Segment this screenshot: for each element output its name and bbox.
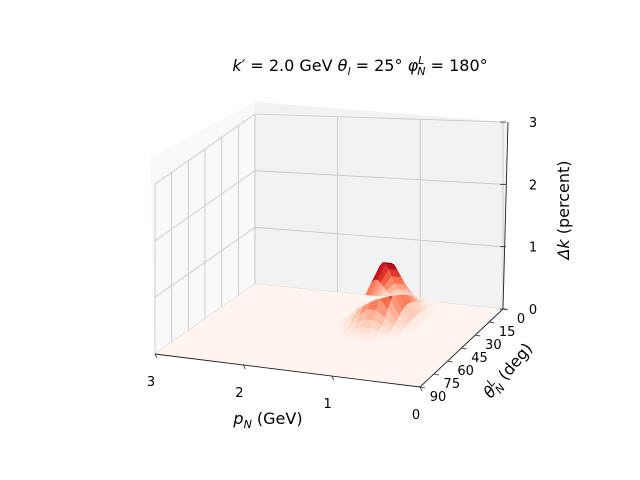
- z-tick-label: 3: [529, 116, 537, 131]
- y-tick-label: 60: [457, 364, 474, 379]
- y-tick-mark: [475, 334, 481, 337]
- z-tick-label: 2: [529, 178, 537, 193]
- x-tick-label: 1: [324, 397, 332, 412]
- x-tick-label: 2: [235, 386, 243, 401]
- x-tick-label: 3: [147, 375, 155, 390]
- z-axis-line: [502, 121, 509, 310]
- y-tick-label: 75: [444, 377, 461, 392]
- y-tick-mark: [433, 373, 439, 376]
- x-tick-mark: [242, 364, 246, 370]
- y-tick-mark: [419, 386, 426, 389]
- surface-facet: [251, 283, 264, 288]
- x-ticks: 0 1 2 3: [147, 353, 423, 423]
- y-tick-label: 45: [471, 351, 488, 366]
- x-tick-label: 0: [412, 408, 420, 423]
- left-pane: [150, 102, 255, 354]
- back-pane: [255, 102, 508, 309]
- chart-title: k′ = 2.0 GeV θl = 25° φL N = 180°: [232, 54, 487, 78]
- z-tick-label: 0: [529, 303, 537, 318]
- z-ticks: 0 1 2 3: [500, 116, 537, 318]
- grid-line: [254, 226, 504, 248]
- y-tick-label: 0: [517, 312, 525, 327]
- grid-line: [154, 170, 256, 241]
- y-tick-label: 30: [485, 338, 502, 353]
- x-tick-mark: [331, 375, 335, 381]
- x-axis-line: [154, 353, 421, 388]
- y-tick-mark: [447, 360, 453, 363]
- z-axis-label: Δk (percent): [554, 160, 573, 261]
- grid-line: [154, 113, 256, 185]
- grid-line: [254, 170, 504, 185]
- z-tick-label: 1: [529, 241, 537, 256]
- y-tick-mark: [489, 321, 495, 324]
- y-tick-label: 15: [499, 325, 516, 340]
- y-tick-label: 90: [430, 390, 447, 405]
- x-axis-label: pN (GeV): [232, 409, 302, 431]
- grid-line: [254, 113, 504, 123]
- grid-line: [154, 227, 256, 298]
- y-tick-mark: [461, 347, 467, 350]
- x-tick-mark: [154, 353, 158, 359]
- x-tick-mark: [419, 386, 423, 392]
